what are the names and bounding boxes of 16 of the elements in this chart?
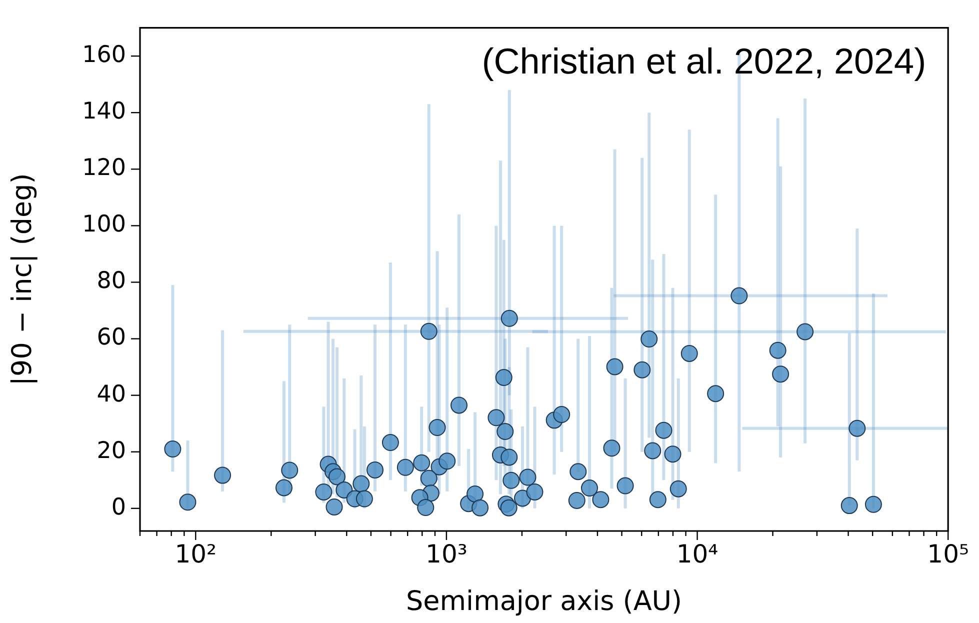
x-tick-label: 10³ — [426, 540, 468, 568]
y-tick-label: 140 — [82, 98, 126, 125]
y-tick-label: 120 — [82, 155, 126, 182]
y-axis-title: |90 − inc| (deg) — [7, 173, 38, 386]
y-tick-label: 40 — [96, 381, 126, 408]
y-tick-label: 60 — [96, 324, 126, 351]
annotation: (Christian et al. 2022, 2024) — [482, 40, 926, 82]
y-tick-label: 20 — [96, 438, 126, 464]
x-tick-label: 10⁴ — [676, 540, 718, 568]
x-tick-label: 10⁵ — [927, 540, 970, 568]
y-tick-label: 80 — [96, 268, 126, 294]
y-tick-label: 0 — [111, 494, 126, 520]
x-tick-label: 10² — [174, 540, 217, 568]
y-tick-label: 100 — [82, 212, 126, 238]
x-axis-title: Semimajor axis (AU) — [406, 586, 682, 617]
y-tick-label: 160 — [82, 42, 126, 68]
